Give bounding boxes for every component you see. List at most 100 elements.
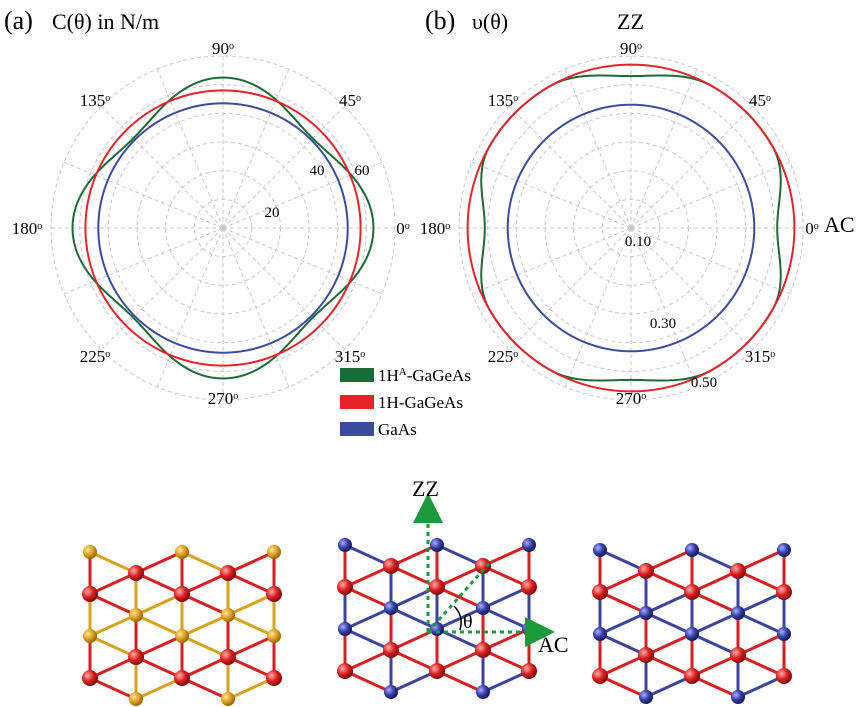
atom xyxy=(337,579,353,595)
bond xyxy=(181,634,229,659)
bond xyxy=(436,606,484,631)
bond xyxy=(599,653,647,678)
legend-item-gaas: GaAs xyxy=(378,420,417,439)
atom xyxy=(384,601,398,615)
legend-swatch-1ha xyxy=(340,368,374,382)
atom xyxy=(338,538,352,552)
angle-labels-b: 0o 45o 90o 135o 180o 225o 270o 315o xyxy=(420,39,819,408)
bond xyxy=(344,564,392,589)
bond xyxy=(482,648,530,673)
bond xyxy=(135,550,183,575)
bond xyxy=(737,548,785,573)
angle-label-0: 0o xyxy=(396,219,410,238)
atom xyxy=(777,543,791,557)
grid-spoke xyxy=(222,227,345,350)
panel-b-title: υ(θ) xyxy=(472,9,508,34)
atom xyxy=(128,649,144,665)
atom xyxy=(638,563,654,579)
atom xyxy=(267,545,281,559)
atom xyxy=(338,622,352,636)
bond xyxy=(599,548,647,573)
grid-spoke xyxy=(564,227,632,388)
direction-arrows: ZZ AC θ xyxy=(412,476,569,657)
atom xyxy=(522,622,536,636)
atom xyxy=(476,601,490,615)
panel-b-poisson-ratio: (b) υ(θ) ZZ AC 0o 45o 90o 135o 180o 225o 270o 3… xyxy=(420,6,855,408)
bond xyxy=(181,655,229,680)
grid-spoke xyxy=(509,106,632,229)
grid-spoke xyxy=(630,106,753,229)
atom xyxy=(731,606,745,620)
atom xyxy=(593,543,607,557)
bond xyxy=(645,674,693,699)
bond xyxy=(227,571,275,596)
atom xyxy=(476,685,490,699)
bond xyxy=(737,590,785,615)
grid-spoke xyxy=(222,161,383,229)
atom xyxy=(220,649,236,665)
bond xyxy=(691,569,739,594)
theta-label: θ xyxy=(463,611,473,633)
bond xyxy=(691,674,739,699)
bond xyxy=(227,550,275,575)
bond xyxy=(482,585,530,610)
grid-spoke xyxy=(156,68,224,229)
bond xyxy=(436,648,484,673)
bond xyxy=(181,592,229,617)
bond xyxy=(390,669,438,694)
panel-a-label: (a) xyxy=(4,6,33,35)
atom xyxy=(639,606,653,620)
panel-a-title: C(θ) in N/m xyxy=(52,9,159,34)
grid-spoke xyxy=(101,106,224,229)
atom xyxy=(384,685,398,699)
bond xyxy=(599,674,647,699)
grid-spoke xyxy=(630,227,791,295)
atom xyxy=(685,543,699,557)
atom xyxy=(129,692,143,706)
atom xyxy=(684,584,700,600)
structure-zz-label: ZZ xyxy=(412,476,439,501)
grid-spoke xyxy=(509,227,632,350)
bond xyxy=(227,613,275,638)
grid-spoke xyxy=(222,227,290,388)
grid-spoke xyxy=(101,227,224,350)
grid-spoke xyxy=(222,227,383,295)
bond xyxy=(691,590,739,615)
bond xyxy=(344,648,392,673)
atom xyxy=(129,608,143,622)
bond xyxy=(89,592,137,617)
bond xyxy=(89,655,137,680)
radial-labels-a: 20 40 60 xyxy=(265,163,370,221)
atom xyxy=(128,565,144,581)
radial-label: 0.10 xyxy=(625,234,651,250)
radial-label: 0.30 xyxy=(650,316,676,332)
atom xyxy=(730,563,746,579)
angle-label-90: 90o xyxy=(212,39,234,58)
bond xyxy=(599,590,647,615)
atom xyxy=(266,586,282,602)
radial-labels-b: 0.10 0.30 0.50 xyxy=(625,234,717,391)
series-line-1h xyxy=(466,63,796,393)
angle-label-90: 90o xyxy=(620,39,642,58)
angle-label-225: 225o xyxy=(488,347,519,366)
atom xyxy=(429,579,445,595)
bond xyxy=(645,653,693,678)
grid-spoke xyxy=(630,227,698,388)
atom xyxy=(592,668,608,684)
bond xyxy=(227,634,275,659)
bond xyxy=(89,613,137,638)
angle-label-135: 135o xyxy=(80,91,111,110)
bond xyxy=(89,676,137,701)
bond xyxy=(227,676,275,701)
grid-spoke xyxy=(630,161,791,229)
atom xyxy=(174,670,190,686)
curves-b xyxy=(466,63,796,393)
atom xyxy=(776,584,792,600)
atom xyxy=(475,558,491,574)
atom xyxy=(776,668,792,684)
atom xyxy=(521,663,537,679)
legend-swatch-gaas xyxy=(340,422,374,436)
bond xyxy=(89,571,137,596)
bond xyxy=(181,571,229,596)
